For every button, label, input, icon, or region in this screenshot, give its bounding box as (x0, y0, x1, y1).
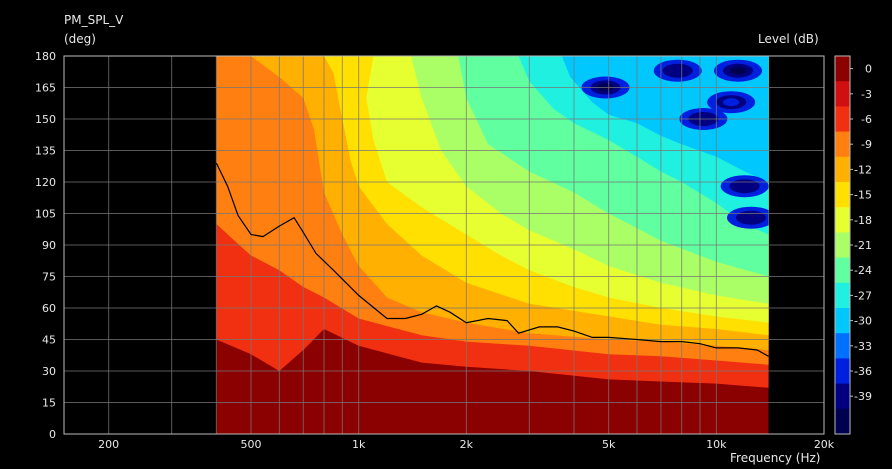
deep-spot-7 (727, 206, 769, 229)
colorbar-segment (835, 106, 850, 133)
colorbar-tick-label: -18 (854, 214, 872, 227)
x-tick-label: 10k (706, 438, 727, 451)
colorbar-tick-label: -24 (854, 264, 872, 277)
heatmap-fill (216, 56, 769, 434)
colorbar-segment (835, 308, 850, 334)
deep-spot-2 (653, 59, 702, 82)
x-tick-label: 5k (602, 438, 616, 451)
y-tick-label: 60 (42, 302, 56, 315)
colorbar-tick-label: -6 (861, 113, 872, 126)
colorbar-segment (835, 333, 850, 359)
y-tick-label: 135 (35, 145, 56, 158)
colorbar-tick-label: -15 (854, 189, 872, 202)
colorbar-segment (835, 131, 850, 158)
colorbar-tick-label: -39 (854, 390, 872, 403)
colorbar-segment (835, 282, 850, 309)
colorbar-tick-label: -27 (854, 289, 872, 302)
colorbar-segment (835, 358, 850, 385)
colorbar-tick-label: -3 (861, 88, 872, 101)
y-tick-label: 165 (35, 82, 56, 95)
y-tick-label: 45 (42, 334, 56, 347)
colorbar-segment (835, 56, 850, 82)
x-tick-label: 1k (352, 438, 366, 451)
y-tick-label: 15 (42, 397, 56, 410)
minus-6db-line (215, 162, 769, 357)
y-tick-label: 30 (42, 365, 56, 378)
colorbar-segment (835, 207, 850, 233)
colorbar-segment (835, 232, 850, 259)
colorbar-tick-label: -36 (854, 365, 872, 378)
x-axis-label: Frequency (Hz) (730, 451, 821, 465)
plot-frame (63, 55, 825, 435)
colorbar: 0 -3 -6 -9 -12 -15 -18 -21 -24 -27 -30 -33 -36 -39 (834, 55, 872, 435)
deep-spot-5 (707, 91, 756, 114)
colorbar-title: Level (dB) (758, 32, 819, 46)
colorbar-tick-label: -9 (861, 138, 872, 151)
colorbar-segment (835, 182, 850, 208)
colorbar-tick-label: -30 (854, 315, 872, 328)
colorbar-tick-label: 0 (865, 63, 872, 76)
x-tick-label: 2k (460, 438, 474, 451)
y-axis-unit-label: (deg) (64, 32, 96, 46)
y-tick-label: 120 (35, 176, 56, 189)
colorbar-segment (835, 156, 850, 183)
colorbar-segment (835, 257, 850, 284)
x-tick-label: 20k (814, 438, 835, 451)
colorbar-segment (835, 81, 850, 107)
y-tick-label: 105 (35, 208, 56, 221)
x-tick-label: 500 (241, 438, 262, 451)
colorbar-segment (835, 408, 850, 435)
y-tick-label: 0 (49, 428, 56, 441)
colorbar-tick-label: -33 (854, 340, 872, 353)
colorbar-tick-label: -21 (854, 239, 872, 252)
deep-spot-6 (720, 175, 769, 198)
y-tick-label: 150 (35, 113, 56, 126)
y-tick-label: 75 (42, 271, 56, 284)
x-tick-label: 200 (98, 438, 119, 451)
deep-spot-3 (714, 59, 763, 82)
y-tick-label: 180 (35, 50, 56, 63)
chart-title: PM_SPL_V (64, 13, 124, 27)
colorbar-tick-label: -12 (854, 163, 872, 176)
y-tick-label: 90 (42, 239, 56, 252)
colorbar-segment (835, 383, 850, 410)
